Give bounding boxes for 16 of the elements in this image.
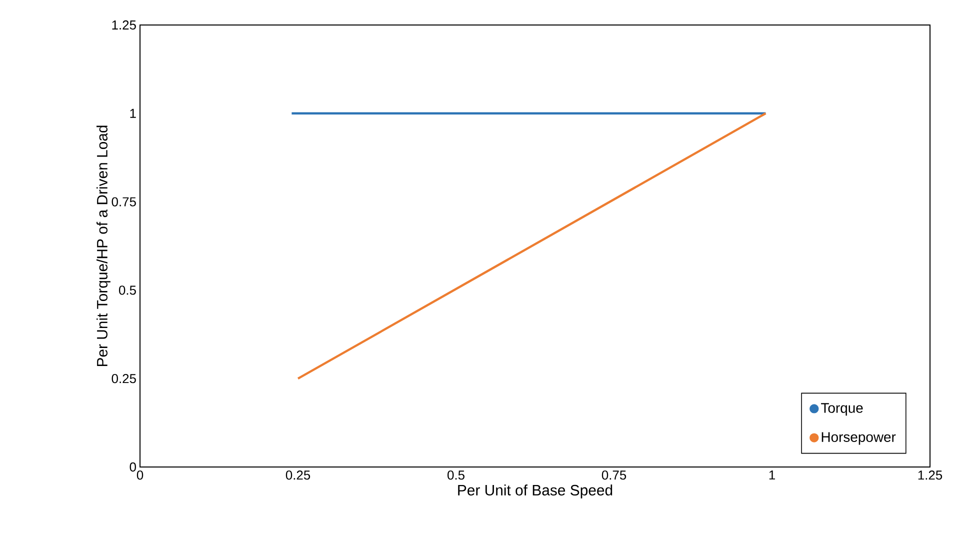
x-tick-label: 0.5 [448,470,464,480]
y-axis-title: Per Unit Torque/HP of a Driven Load [96,126,110,366]
x-tick-label: 0.25 [286,470,310,480]
x-axis-title: Per Unit of Base Speed [458,484,612,498]
legend-label: Horsepower [822,432,896,445]
y-tick-label: 1 [130,108,136,118]
x-tick-label: 0 [136,470,144,480]
y-tick-label: 1.25 [112,20,136,30]
x-tick-label: 0.75 [602,470,626,480]
x-tick-label: 1.25 [918,470,942,480]
y-tick-label: 0.25 [112,374,136,384]
y-tick-label: 0.5 [118,286,136,295]
legend-label: Torque [821,403,863,416]
y-tick-label: 0 [130,462,136,472]
y-tick-label: 0.75 [112,197,136,206]
x-tick-label: 1 [769,470,775,480]
